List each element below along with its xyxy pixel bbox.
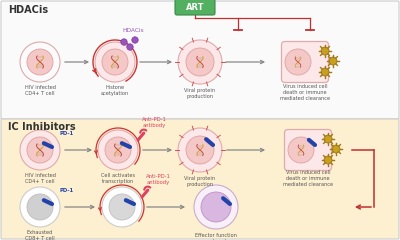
Circle shape (194, 185, 238, 229)
Circle shape (329, 57, 337, 65)
FancyBboxPatch shape (175, 0, 215, 15)
Circle shape (127, 44, 133, 50)
Text: Histone
acetylation: Histone acetylation (101, 85, 129, 96)
Circle shape (102, 49, 128, 75)
Circle shape (201, 192, 231, 222)
Circle shape (20, 187, 60, 227)
Circle shape (285, 49, 311, 75)
Circle shape (321, 68, 329, 76)
Circle shape (95, 42, 135, 82)
Circle shape (102, 187, 142, 227)
Circle shape (186, 48, 214, 76)
Text: Viral protein
production: Viral protein production (184, 88, 216, 99)
Text: Effector function
restored: Effector function restored (195, 233, 237, 240)
Text: HDACis: HDACis (8, 5, 48, 15)
Circle shape (98, 130, 138, 170)
FancyBboxPatch shape (1, 119, 399, 239)
Circle shape (186, 136, 214, 164)
Circle shape (321, 47, 329, 55)
Text: Anti-PD-1
antibody: Anti-PD-1 antibody (146, 174, 170, 185)
Circle shape (132, 37, 138, 43)
Text: HIV infected
CD4+ T cell: HIV infected CD4+ T cell (24, 85, 56, 96)
Circle shape (324, 135, 332, 143)
Text: Virus induced cell
death or immune
mediated clearance: Virus induced cell death or immune media… (283, 170, 333, 187)
Text: Exhausted
CD8+ T cell: Exhausted CD8+ T cell (25, 230, 55, 240)
FancyBboxPatch shape (282, 42, 328, 83)
Circle shape (178, 40, 222, 84)
Text: HIV infected
CD4+ T cell: HIV infected CD4+ T cell (24, 173, 56, 184)
Circle shape (109, 194, 135, 220)
Text: Virus induced cell
death or immune
mediated clearance: Virus induced cell death or immune media… (280, 84, 330, 101)
FancyBboxPatch shape (284, 130, 332, 170)
Text: PD-1: PD-1 (60, 131, 74, 136)
Circle shape (324, 156, 332, 164)
Circle shape (178, 128, 222, 172)
Circle shape (332, 145, 340, 153)
Text: PD-1: PD-1 (60, 188, 74, 193)
Circle shape (27, 137, 53, 163)
Text: Viral protein
production: Viral protein production (184, 176, 216, 187)
Text: IC Inhibitors: IC Inhibitors (8, 122, 76, 132)
FancyBboxPatch shape (1, 1, 399, 119)
Circle shape (288, 137, 314, 163)
Circle shape (20, 42, 60, 82)
Circle shape (105, 137, 131, 163)
Text: HDACis: HDACis (122, 28, 144, 33)
Text: Anti-PD-1
antibody: Anti-PD-1 antibody (142, 117, 166, 128)
Circle shape (121, 39, 127, 45)
Text: ART: ART (186, 2, 204, 12)
Circle shape (27, 194, 53, 220)
Circle shape (27, 49, 53, 75)
Text: Cell activates
transcription: Cell activates transcription (101, 173, 135, 184)
Circle shape (20, 130, 60, 170)
